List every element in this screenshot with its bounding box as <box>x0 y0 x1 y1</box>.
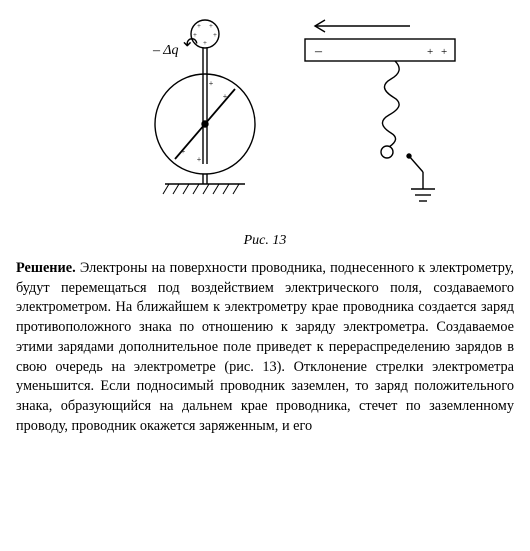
conductor-bar: – + + <box>305 20 455 201</box>
delta-q-label: – Δq <box>152 43 178 58</box>
bar-plus: + <box>441 46 447 58</box>
electrometer: + + + + + + + + + <box>152 20 255 194</box>
curved-arrow-icon: ↶ <box>183 34 198 54</box>
plus-mark: + <box>197 22 201 30</box>
plus-mark: + <box>197 155 202 164</box>
solution-text: Электроны на поверхности проводника, под… <box>16 260 514 434</box>
plus-mark: + <box>223 92 228 101</box>
plus-mark: + <box>181 147 186 156</box>
figure-svg: + + + + + + + + + <box>65 14 465 224</box>
bar-plus: + <box>427 46 433 58</box>
figure-caption: Рис. 13 <box>16 233 514 249</box>
plus-mark: + <box>209 22 213 30</box>
plus-mark: + <box>203 39 207 47</box>
solution-paragraph: Решение. Электроны на поверхности провод… <box>16 259 514 436</box>
page: + + + + + + + + + <box>0 0 530 551</box>
plus-mark: + <box>209 79 214 88</box>
plus-mark: + <box>213 31 217 39</box>
figure-13: + + + + + + + + + <box>16 14 514 249</box>
solution-lead: Решение. <box>16 260 76 276</box>
bar-minus: – <box>314 44 323 59</box>
